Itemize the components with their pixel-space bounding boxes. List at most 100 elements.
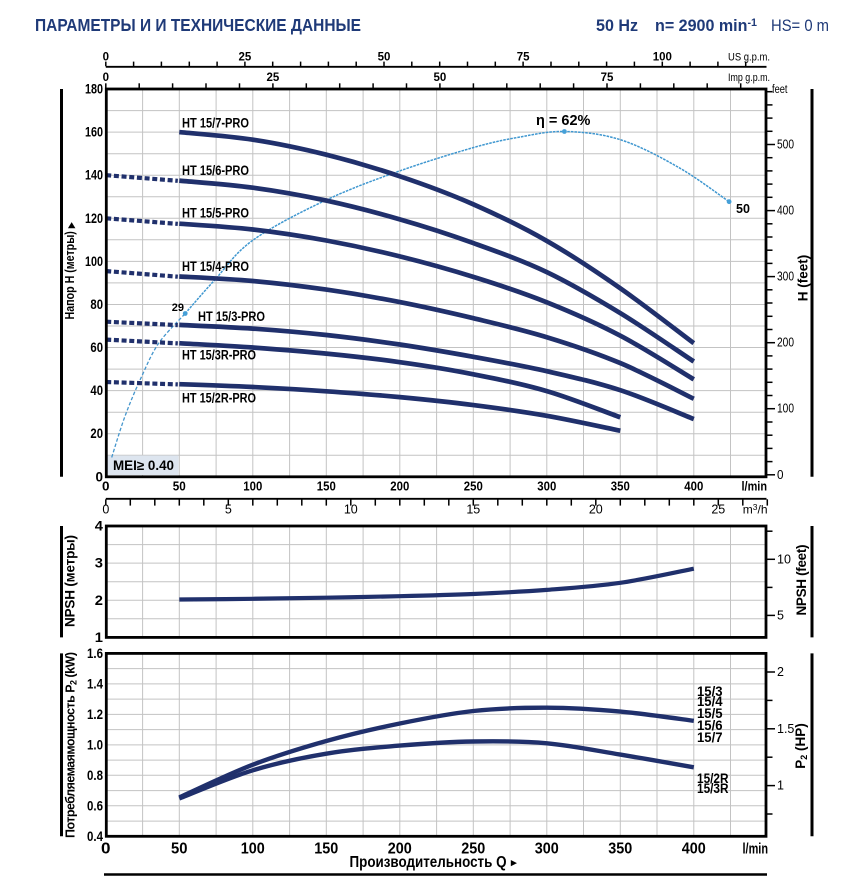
svg-text:1.0: 1.0 [87,737,103,752]
svg-text:HT 15/7-PRO: HT 15/7-PRO [182,116,249,131]
svg-text:10: 10 [344,503,358,517]
svg-text:250: 250 [461,841,485,858]
svg-text:Производительность Q: Производительность Q [350,854,507,871]
svg-text:20: 20 [90,425,103,441]
svg-text:15/5: 15/5 [697,706,723,721]
svg-text:15/6: 15/6 [697,718,723,733]
svg-text:15/7: 15/7 [697,730,723,745]
svg-text:0: 0 [102,479,110,494]
svg-text:5: 5 [777,608,784,622]
svg-text:0: 0 [101,841,111,858]
svg-text:15/3R: 15/3R [697,781,729,796]
svg-text:Напор H (метры) ▶: Напор H (метры) ▶ [62,222,77,320]
svg-text:400: 400 [682,841,706,858]
svg-text:160: 160 [85,124,103,140]
svg-text:1.6: 1.6 [87,646,103,661]
svg-text:100: 100 [777,402,794,416]
svg-text:15/2R: 15/2R [697,771,729,786]
svg-text:0: 0 [102,503,109,517]
svg-text:200: 200 [388,841,412,858]
svg-text:60: 60 [90,339,103,355]
svg-text:feet: feet [772,84,788,96]
svg-text:350: 350 [611,479,630,494]
svg-text:15/3: 15/3 [697,684,723,699]
svg-text:1.5: 1.5 [777,722,794,736]
svg-text:HT 15/2R-PRO: HT 15/2R-PRO [182,390,256,405]
svg-text:120: 120 [85,210,103,226]
svg-text:350: 350 [608,841,632,858]
svg-text:1.2: 1.2 [87,707,103,722]
svg-text:200: 200 [777,336,794,350]
svg-text:40: 40 [90,382,103,398]
svg-text:29: 29 [172,302,184,314]
svg-text:25: 25 [239,52,252,64]
svg-text:2: 2 [95,593,103,608]
svg-text:100: 100 [653,52,672,64]
svg-text:300: 300 [537,479,556,494]
svg-text:0.8: 0.8 [87,768,103,783]
svg-text:25: 25 [711,503,725,517]
svg-text:500: 500 [777,138,794,152]
svg-text:80: 80 [90,296,103,312]
svg-text:NPSH (метры): NPSH (метры) [63,535,78,627]
svg-text:P2 (HP): P2 (HP) [793,723,809,769]
svg-text:400: 400 [777,204,794,218]
svg-text:0: 0 [103,72,109,84]
svg-text:300: 300 [535,841,559,858]
svg-text:50: 50 [434,72,447,84]
svg-text:1: 1 [95,630,104,645]
svg-text:2: 2 [777,665,784,679]
svg-text:50: 50 [171,841,188,858]
svg-text:l/min: l/min [742,479,768,494]
svg-text:140: 140 [85,167,103,183]
svg-text:η = 62%: η = 62% [536,113,591,129]
svg-text:4: 4 [95,519,104,534]
svg-text:50: 50 [173,479,186,494]
svg-text:3: 3 [95,556,104,571]
svg-text:50: 50 [736,202,750,216]
svg-text:l/min: l/min [743,841,769,858]
svg-text:75: 75 [517,52,530,64]
svg-text:MEI≥ 0.40: MEI≥ 0.40 [113,458,174,473]
svg-text:▸: ▸ [510,857,517,869]
svg-text:150: 150 [314,841,338,858]
svg-text:1: 1 [777,779,784,793]
svg-text:0.4: 0.4 [87,829,103,844]
svg-text:15/4: 15/4 [697,694,723,709]
svg-text:HT 15/4-PRO: HT 15/4-PRO [182,259,249,274]
svg-text:1.4: 1.4 [87,676,103,691]
svg-text:5: 5 [225,503,232,517]
svg-text:0: 0 [103,52,109,64]
svg-text:NPSH (feet): NPSH (feet) [794,545,809,616]
svg-text:HS= 0 m: HS= 0 m [771,17,829,35]
svg-text:150: 150 [317,479,336,494]
svg-text:50 Hz: 50 Hz [596,17,638,35]
svg-text:0.6: 0.6 [87,798,103,813]
svg-text:75: 75 [601,72,614,84]
svg-text:300: 300 [777,270,794,284]
svg-text:400: 400 [684,479,703,494]
svg-text:50: 50 [378,52,391,64]
svg-text:25: 25 [267,72,280,84]
svg-text:HT 15/5-PRO: HT 15/5-PRO [182,206,249,221]
svg-text:250: 250 [464,479,483,494]
svg-text:Потребляемаямощность P2 (kW): Потребляемаямощность P2 (kW) [64,652,79,838]
svg-text:n= 2900 min-1: n= 2900 min-1 [655,17,757,35]
svg-text:100: 100 [85,253,103,269]
svg-text:Imp g.p.m.: Imp g.p.m. [728,72,770,84]
svg-text:US g.p.m.: US g.p.m. [728,52,770,64]
svg-text:0: 0 [777,468,784,482]
svg-text:180: 180 [85,81,103,97]
svg-text:H (feet): H (feet) [796,255,811,302]
svg-text:ПАРАМЕТРЫ И И ТЕХНИЧЕСКИЕ ДАНН: ПАРАМЕТРЫ И И ТЕХНИЧЕСКИЕ ДАННЫЕ [35,15,361,35]
svg-text:0: 0 [96,468,104,484]
svg-text:m3/h: m3/h [743,502,768,517]
svg-text:HT 15/3R-PRO: HT 15/3R-PRO [182,348,256,363]
svg-text:20: 20 [589,503,603,517]
svg-text:100: 100 [243,479,262,494]
svg-text:15: 15 [466,503,480,517]
svg-text:HT 15/6-PRO: HT 15/6-PRO [182,163,249,178]
svg-text:200: 200 [390,479,409,494]
svg-text:100: 100 [241,841,265,858]
svg-text:10: 10 [777,552,791,566]
